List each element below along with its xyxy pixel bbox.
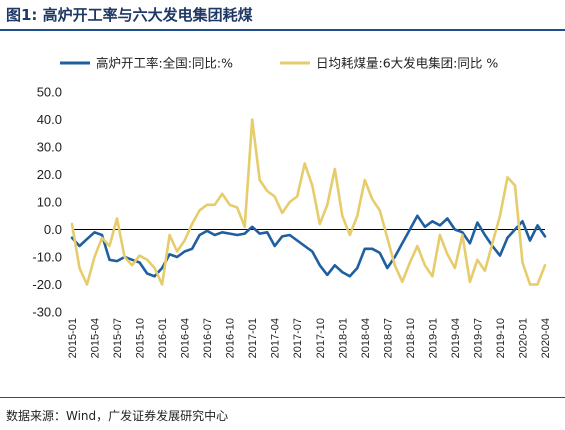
y-tick-label: 0.0 — [44, 222, 62, 237]
legend-label-1: 高炉开工率:全国:同比:% — [96, 56, 233, 71]
y-tick-label: 10.0 — [37, 195, 62, 210]
x-tick-label: 2015-04 — [90, 318, 102, 358]
series-line-1 — [70, 214, 547, 278]
plot-area — [70, 118, 547, 286]
footer-divider — [0, 397, 565, 398]
x-tick-label: 2020-01 — [517, 318, 529, 358]
legend: 高炉开工率:全国:同比:% 日均耗煤量:6大发电集团:同比 % — [60, 56, 498, 71]
x-tick-label: 2017-04 — [270, 318, 282, 358]
x-tick-label: 2015-10 — [135, 318, 147, 358]
x-tick-label: 2019-07 — [472, 318, 484, 358]
y-tick-label: 30.0 — [37, 140, 62, 155]
y-axis: 50.0 40.0 30.0 20.0 10.0 0.0 -10.0 -20.0 -30.0 — [32, 85, 545, 320]
x-tick-label: 2015-01 — [67, 318, 79, 358]
x-tick-label: 2019-04 — [450, 318, 462, 358]
series-line-2 — [70, 118, 547, 286]
x-tick-label: 2017-07 — [292, 318, 304, 358]
title-divider — [0, 29, 565, 31]
x-tick-label: 2018-07 — [382, 318, 394, 358]
y-tick-label: -30.0 — [32, 305, 62, 320]
y-tick-label: -10.0 — [32, 250, 62, 265]
y-tick-label: 20.0 — [37, 167, 62, 182]
x-tick-label: 2016-04 — [180, 318, 192, 358]
x-tick-label: 2019-01 — [427, 318, 439, 358]
x-tick-label: 2016-10 — [225, 318, 237, 358]
x-tick-label: 2018-01 — [337, 318, 349, 358]
x-tick-label: 2018-04 — [360, 318, 372, 358]
y-tick-label: -20.0 — [32, 277, 62, 292]
source-note: 数据来源：Wind，广发证券发展研究中心 — [6, 409, 229, 423]
x-tick-label: 2018-10 — [405, 318, 417, 358]
x-tick-label: 2015-07 — [112, 318, 124, 358]
x-tick-label: 2017-10 — [315, 318, 327, 358]
x-axis: 2015-01 2015-04 2015-07 2015-10 2016-01 2016-… — [67, 318, 552, 358]
line-chart: 高炉开工率:全国:同比:% 日均耗煤量:6大发电集团:同比 % 50.0 40.0 3… — [32, 56, 552, 359]
chart-title: 图1: 高炉开工率与六大发电集团耗煤 — [6, 6, 253, 24]
y-tick-label: 50.0 — [37, 85, 62, 100]
x-tick-label: 2016-01 — [157, 318, 169, 358]
y-tick-label: 40.0 — [37, 112, 62, 127]
x-tick-label: 2016-07 — [202, 318, 214, 358]
x-tick-label: 2020-04 — [540, 318, 552, 358]
x-tick-label: 2019-10 — [495, 318, 507, 358]
x-tick-label: 2017-01 — [247, 318, 259, 358]
legend-label-2: 日均耗煤量:6大发电集团:同比 % — [316, 56, 498, 71]
